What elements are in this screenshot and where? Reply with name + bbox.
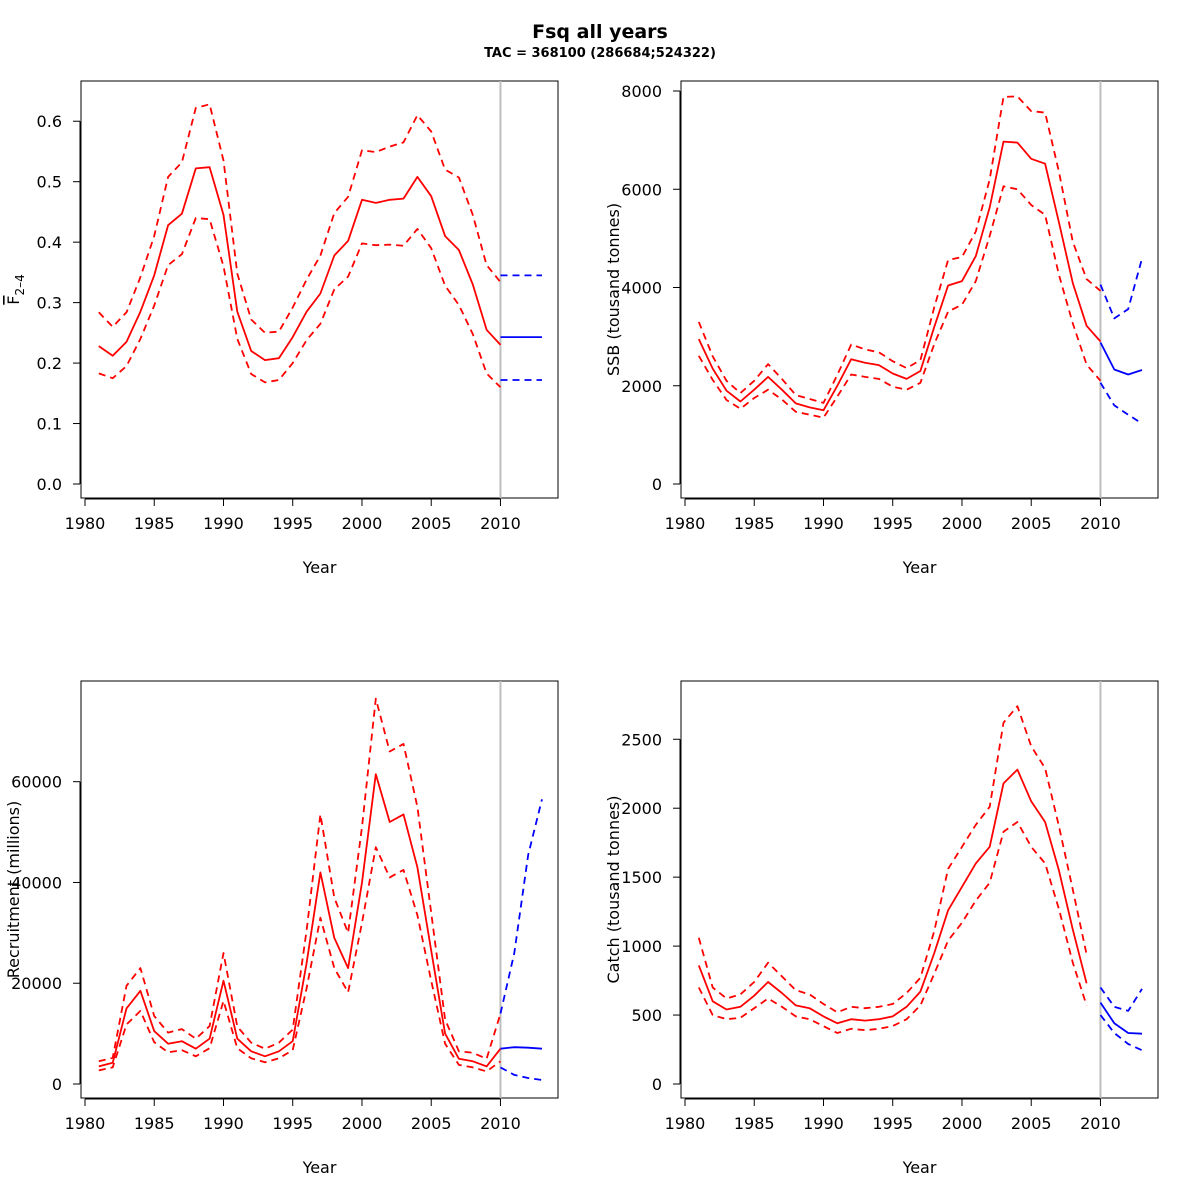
x-axis: 1980 1985 1990 1995 2000 2005 2010: [665, 1098, 1121, 1133]
y-tick-label: 0: [652, 1075, 662, 1094]
x-axis-label: Year: [902, 1158, 937, 1177]
y-tick-label: 0.3: [37, 294, 62, 313]
x-axis-label: Year: [302, 558, 337, 577]
chart-title: Fsq all years: [532, 21, 668, 43]
x-tick-label: 1985: [134, 1114, 175, 1133]
y-axis-label: Catch (tousand tonnes): [604, 795, 623, 983]
x-tick-label: 2000: [942, 514, 983, 533]
x-tick-label: 2010: [480, 1114, 521, 1133]
y-tick-label: 500: [631, 1006, 662, 1025]
y-tick-label: 40000: [11, 873, 62, 892]
y-tick-label: 1500: [621, 868, 662, 887]
x-tick-label: 2000: [342, 514, 383, 533]
x-tick-label: 1995: [872, 1114, 913, 1133]
y-tick-label: 8000: [621, 82, 662, 101]
x-axis-label: Year: [902, 558, 937, 577]
x-tick-label: 2005: [1011, 514, 1052, 533]
y-tick-label: 0: [652, 475, 662, 494]
x-tick-label: 2005: [1011, 1114, 1052, 1133]
x-tick-label: 1980: [65, 514, 106, 533]
x-tick-label: 2000: [342, 1114, 383, 1133]
historic-lower-ci-line: [697, 821, 1088, 1034]
x-axis: 1980 1985 1990 1995 2000 2005 2010: [65, 1098, 521, 1133]
historic-estimate-line: [98, 773, 502, 1068]
x-axis-label: Year: [302, 1158, 337, 1177]
panel-catch: 1980 1985 1990 1995 2000 2005 2010 Year 0 500 1000…: [604, 680, 1159, 1177]
x-tick-label: 1990: [203, 514, 244, 533]
y-tick-label: 0.5: [37, 173, 62, 192]
y-tick-label: 20000: [11, 974, 62, 993]
x-tick-label: 2000: [942, 1114, 983, 1133]
y-tick-label: 4000: [621, 279, 662, 298]
chart-subtitle: TAC = 368100 (286684;524322): [484, 46, 716, 61]
x-tick-label: 2005: [411, 1114, 452, 1133]
y-axis-label: SSB (tousand tonnes): [604, 203, 623, 376]
x-tick-label: 1990: [803, 1114, 844, 1133]
y-axis-label-main: F: [4, 296, 23, 305]
x-tick-label: 1980: [665, 514, 706, 533]
x-tick-label: 2005: [411, 514, 452, 533]
y-axis-label: Recruitment (millions): [4, 801, 23, 979]
historic-upper-ci-line: [98, 697, 502, 1063]
x-axis: 1980 1985 1990 1995 2000 2005 2010: [665, 498, 1121, 533]
y-tick-label: 2000: [621, 377, 662, 396]
x-tick-label: 1985: [134, 514, 175, 533]
x-tick-label: 1995: [272, 1114, 313, 1133]
y-tick-label: 60000: [11, 773, 62, 792]
y-axis: 0 2000 4000 6000 8000: [621, 82, 681, 494]
y-tick-label: 1000: [621, 937, 662, 956]
forecast-estimate-line: [1099, 342, 1143, 376]
panel-ssb: 1980 1985 1990 1995 2000 2005 2010 Year 0 2000 400…: [604, 80, 1159, 577]
y-axis: 0 500 1000 1500 2000 2500: [621, 730, 681, 1094]
historic-upper-ci-line: [98, 103, 502, 334]
x-tick-label: 1995: [272, 514, 313, 533]
forecast-lower-ci-line: [1099, 382, 1143, 425]
y-axis-label-subscript: 2–4: [13, 274, 27, 295]
x-tick-label: 1985: [734, 1114, 775, 1133]
x-tick-label: 1995: [872, 514, 913, 533]
forecast-upper-ci-line: [1099, 986, 1143, 1012]
y-axis-label: F2–4: [4, 274, 27, 304]
y-tick-label: 2500: [621, 730, 662, 749]
y-axis: 0.0 0.1 0.2 0.3 0.4 0.5 0.6: [37, 112, 81, 494]
historic-lower-ci-line: [98, 846, 502, 1073]
x-tick-label: 1985: [734, 514, 775, 533]
x-tick-label: 1980: [65, 1114, 106, 1133]
y-axis: 0 20000 40000 60000: [11, 773, 81, 1094]
y-tick-label: 0: [52, 1075, 62, 1094]
forecast-estimate-line: [1099, 1002, 1143, 1035]
y-tick-label: 6000: [621, 180, 662, 199]
y-tick-label: 0.0: [37, 475, 62, 494]
y-tick-label: 0.6: [37, 112, 62, 131]
historic-upper-ci-line: [697, 95, 1102, 404]
panel-fbar: 1980 1985 1990 1995 2000 2005 2010Year0.00.10.…: [4, 80, 559, 577]
historic-lower-ci-line: [698, 185, 1102, 419]
historic-upper-ci-line: [697, 705, 1088, 1014]
y-tick-label: 0.4: [37, 233, 62, 252]
y-tick-label: 0.1: [37, 415, 62, 434]
plot-frame: [80, 680, 559, 1099]
forecast-upper-ci-line: [1099, 258, 1143, 320]
plot-frame: [680, 680, 1159, 1099]
plot-frame: [80, 80, 559, 499]
historic-estimate-line: [98, 166, 502, 361]
x-axis: 1980 1985 1990 1995 2000 2005 2010: [65, 498, 521, 533]
x-tick-label: 2010: [1080, 1114, 1121, 1133]
x-tick-label: 1990: [803, 514, 844, 533]
forecast-estimate-line: [500, 1046, 543, 1050]
x-tick-label: 1990: [203, 1114, 244, 1133]
historic-estimate-line: [697, 140, 1102, 412]
y-tick-label: 0.2: [37, 354, 62, 373]
y-tick-label: 2000: [621, 799, 662, 818]
x-tick-label: 2010: [1080, 514, 1121, 533]
plot-frame: [680, 80, 1159, 499]
x-tick-label: 2010: [480, 514, 521, 533]
historic-estimate-line: [697, 768, 1088, 1025]
x-tick-label: 1980: [665, 1114, 706, 1133]
historic-lower-ci-line: [98, 217, 502, 388]
forecast-upper-ci-line: [499, 799, 543, 1014]
forecast-lower-ci-line: [500, 1066, 543, 1081]
panel-recruitment: 1980 1985 1990 1995 2000 2005 2010 Year 0 20000 40…: [4, 680, 559, 1177]
